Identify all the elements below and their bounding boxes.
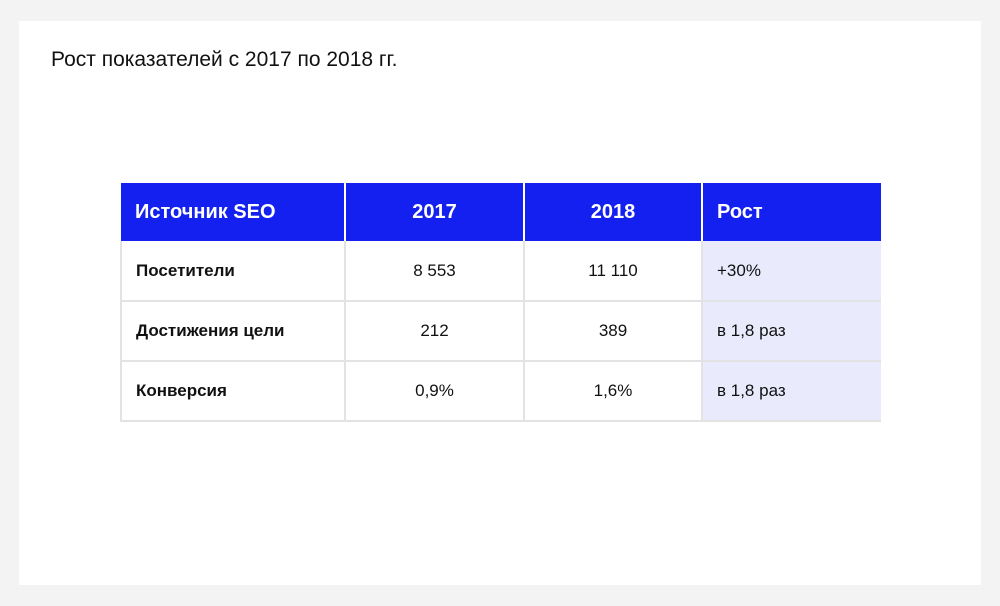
cell-growth: в 1,8 раз: [701, 300, 881, 362]
cell-2018: 11 110: [523, 241, 703, 302]
column-header-2018: 2018: [523, 183, 703, 241]
cell-growth: +30%: [701, 241, 881, 302]
cell-2018: 1,6%: [523, 360, 703, 422]
cell-2017: 212: [344, 300, 525, 362]
table-row: Посетители 8 553 11 110 +30%: [120, 241, 881, 302]
seo-growth-table: Источник SEO 2017 2018 Рост Посетители 8…: [120, 183, 881, 422]
row-label: Посетители: [120, 241, 346, 302]
cell-2017: 8 553: [344, 241, 525, 302]
table-header-row: Источник SEO 2017 2018 Рост: [121, 183, 881, 241]
column-header-2017: 2017: [344, 183, 525, 241]
table-row: Достижения цели 212 389 в 1,8 раз: [120, 300, 881, 362]
row-label: Достижения цели: [120, 300, 346, 362]
cell-2017: 0,9%: [344, 360, 525, 422]
cell-2018: 389: [523, 300, 703, 362]
column-header-growth: Рост: [701, 183, 881, 241]
cell-growth: в 1,8 раз: [701, 360, 881, 422]
page-title: Рост показателей с 2017 по 2018 гг.: [51, 48, 398, 71]
column-header-source: Источник SEO: [121, 183, 346, 241]
table-row: Конверсия 0,9% 1,6% в 1,8 раз: [120, 360, 881, 422]
row-label: Конверсия: [120, 360, 346, 422]
